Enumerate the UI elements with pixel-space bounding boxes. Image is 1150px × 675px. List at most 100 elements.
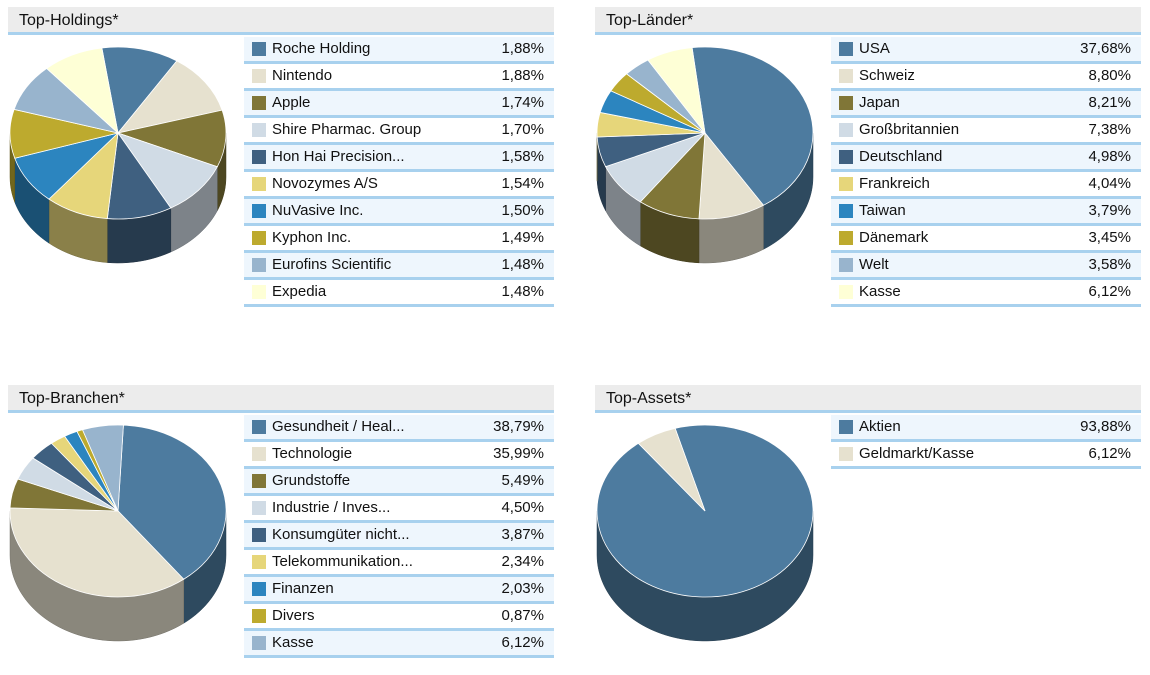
legend-label: Nintendo <box>272 67 333 84</box>
legend-row: Shire Pharmac. Group 1,70% <box>244 118 554 145</box>
legend-value: 8,80% <box>1088 67 1131 84</box>
legend-row: Gesundheit / Heal... 38,79% <box>244 415 554 442</box>
legend-row: Welt 3,58% <box>831 253 1141 280</box>
legend-row: Dänemark 3,45% <box>831 226 1141 253</box>
legend-label: Finanzen <box>272 580 334 597</box>
legend-swatch <box>252 501 266 515</box>
legend-value: 7,38% <box>1088 121 1131 138</box>
legend-label: Geldmarkt/Kasse <box>859 445 975 462</box>
legend: USA 37,68% Schweiz 8,80% Japan 8,21% Großbrita… <box>831 37 1141 307</box>
pie-sides <box>9 132 227 264</box>
legend-swatch <box>839 69 853 83</box>
legend-value: 1,48% <box>501 256 544 273</box>
legend-label: Konsumgüter nicht... <box>272 526 410 543</box>
pie-chart <box>9 424 227 642</box>
legend-swatch <box>252 231 266 245</box>
pie-chart <box>596 424 814 642</box>
legend-value: 6,12% <box>1088 283 1131 300</box>
legend-label: Taiwan <box>859 202 906 219</box>
legend-label: Deutschland <box>859 148 943 165</box>
legend-value: 3,58% <box>1088 256 1131 273</box>
legend-label: Welt <box>859 256 889 273</box>
pie-slice-1 <box>691 46 814 206</box>
legend-swatch <box>252 177 266 191</box>
legend-value: 4,04% <box>1088 175 1131 192</box>
legend-row: Expedia 1,48% <box>244 280 554 307</box>
pie-slice-1 <box>117 424 227 580</box>
legend-value: 37,68% <box>1080 40 1131 57</box>
legend-swatch <box>252 123 266 137</box>
legend-row: Taiwan 3,79% <box>831 199 1141 226</box>
legend-swatch <box>839 420 853 434</box>
legend-label: Shire Pharmac. Group <box>272 121 422 138</box>
legend-swatch <box>252 636 266 650</box>
panel-top-laender: Top-Länder* USA 37,68% Schweiz 8,80% Japan 8,… <box>595 7 1143 307</box>
legend-swatch <box>839 447 853 461</box>
panel-title: Top-Holdings* <box>8 7 554 35</box>
legend-swatch <box>252 555 266 569</box>
legend-swatch <box>252 609 266 623</box>
legend-value: 1,88% <box>501 40 544 57</box>
legend-label: Kyphon Inc. <box>272 229 352 246</box>
legend-label: Kasse <box>859 283 901 300</box>
legend-value: 38,79% <box>493 418 544 435</box>
legend-row: Roche Holding 1,88% <box>244 37 554 64</box>
legend-row: Großbritannien 7,38% <box>831 118 1141 145</box>
legend-row: NuVasive Inc. 1,50% <box>244 199 554 226</box>
legend-label: Japan <box>859 94 900 111</box>
legend-label: Kasse <box>272 634 314 651</box>
pie-slice-2 <box>9 507 185 598</box>
legend-swatch <box>839 123 853 137</box>
legend: Roche Holding 1,88% Nintendo 1,88% Apple 1,74… <box>244 37 554 307</box>
legend-value: 4,98% <box>1088 148 1131 165</box>
panel-top-branchen: Top-Branchen* Gesundheit / Heal... 38,79%… <box>8 385 556 675</box>
legend-value: 6,12% <box>501 634 544 651</box>
legend: Aktien 93,88% Geldmarkt/Kasse 6,12% <box>831 415 1141 469</box>
pie-slice-10 <box>647 47 706 135</box>
legend-row: Aktien 93,88% <box>831 415 1141 442</box>
pie-chart <box>596 46 814 264</box>
legend-label: Apple <box>272 94 311 111</box>
legend-label: Expedia <box>272 283 327 300</box>
legend-value: 3,79% <box>1088 202 1131 219</box>
pie-slice-2 <box>116 60 223 134</box>
legend-label: NuVasive Inc. <box>272 202 364 219</box>
legend-label: Großbritannien <box>859 121 960 138</box>
legend-row: Apple 1,74% <box>244 91 554 118</box>
panel-top-assets: Top-Assets* Aktien 93,88% Geldmarkt/Kasse 6… <box>595 385 1143 675</box>
legend-row: Grundstoffe 5,49% <box>244 469 554 496</box>
legend-value: 1,54% <box>501 175 544 192</box>
legend-swatch <box>252 96 266 110</box>
legend-label: Grundstoffe <box>272 472 351 489</box>
pie-slice-1 <box>101 46 178 134</box>
legend-swatch <box>252 69 266 83</box>
legend-value: 8,21% <box>1088 94 1131 111</box>
legend-value: 3,87% <box>501 526 544 543</box>
legend-row: Hon Hai Precision... 1,58% <box>244 145 554 172</box>
legend-swatch <box>839 258 853 272</box>
panel-top-holdings: Top-Holdings* Roche Holding 1,88% Nintendo… <box>8 7 556 307</box>
panel-title: Top-Assets* <box>595 385 1141 413</box>
legend-row: Deutschland 4,98% <box>831 145 1141 172</box>
legend-swatch <box>839 231 853 245</box>
legend-value: 0,87% <box>501 607 544 624</box>
panel-title: Top-Länder* <box>595 7 1141 35</box>
pie-slice-10 <box>46 47 119 135</box>
legend-row: USA 37,68% <box>831 37 1141 64</box>
legend-row: Geldmarkt/Kasse 6,12% <box>831 442 1141 469</box>
legend-swatch <box>252 150 266 164</box>
legend-row: Novozymes A/S 1,54% <box>244 172 554 199</box>
legend-value: 1,74% <box>501 94 544 111</box>
legend-label: Gesundheit / Heal... <box>272 418 405 435</box>
legend-row: Kyphon Inc. 1,49% <box>244 226 554 253</box>
legend-row: Industrie / Inves... 4,50% <box>244 496 554 523</box>
legend-swatch <box>252 474 266 488</box>
legend-value: 1,70% <box>501 121 544 138</box>
legend-label: Hon Hai Precision... <box>272 148 405 165</box>
legend-row: Kasse 6,12% <box>831 280 1141 307</box>
legend-value: 1,48% <box>501 283 544 300</box>
legend: Gesundheit / Heal... 38,79% Technologie 35,… <box>244 415 554 658</box>
legend-swatch <box>252 447 266 461</box>
legend-swatch <box>252 420 266 434</box>
legend-value: 1,88% <box>501 67 544 84</box>
